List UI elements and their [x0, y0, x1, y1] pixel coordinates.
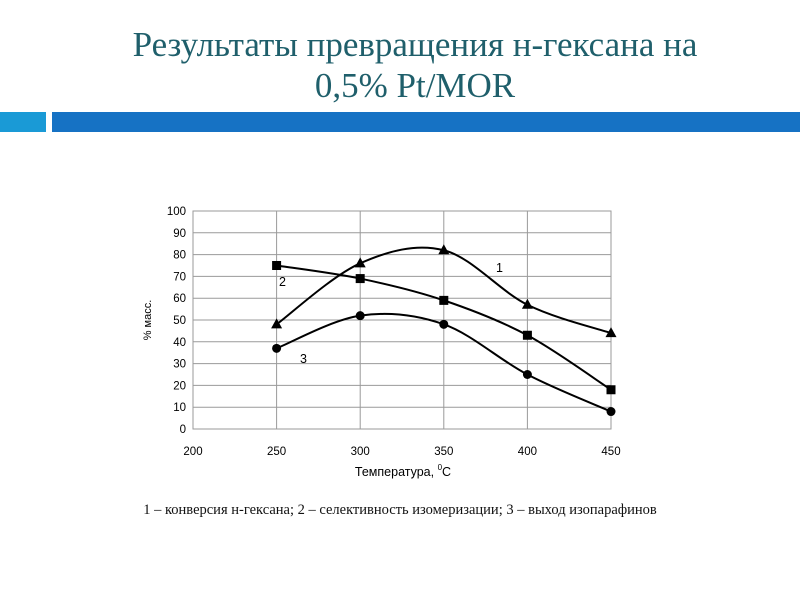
accent-bar-left: [0, 112, 46, 132]
y-tick-label: 80: [173, 250, 186, 262]
y-tick-label: 20: [173, 380, 186, 392]
chart-caption: 1 – конверсия н-гексана; 2 – селективнос…: [143, 502, 657, 518]
series-2-point: [439, 295, 449, 305]
series-3-point: [606, 407, 616, 417]
slide-title-line1: Результаты превращения н-гексана на: [132, 25, 698, 64]
x-tick-label: 450: [601, 446, 620, 458]
x-axis-label: Температура, 0C: [355, 463, 451, 479]
series-3-point: [355, 311, 365, 321]
y-tick-label: 90: [173, 228, 186, 240]
slide-title: Результаты превращения н-гексана на 0,5%…: [60, 24, 770, 106]
x-tick-label: 350: [434, 446, 453, 458]
series-3-point: [272, 343, 282, 353]
y-tick-label: 70: [173, 271, 186, 283]
x-tick-label: 300: [351, 446, 370, 458]
y-tick-label: 10: [173, 402, 186, 414]
y-tick-label: 50: [173, 315, 186, 327]
x-axis-label-unit: C: [442, 465, 451, 479]
series-2-point: [606, 385, 616, 395]
series-2-point: [272, 261, 282, 270]
x-axis-label-text: Температура,: [355, 465, 438, 479]
x-axis-label-sup: 0: [438, 463, 443, 472]
series-1-point: [271, 318, 283, 329]
y-tick-label: 100: [167, 206, 186, 218]
x-tick-label: 250: [267, 446, 286, 458]
series-3-point: [439, 319, 449, 329]
y-tick-label: 0: [180, 424, 186, 436]
x-tick-label: 200: [183, 446, 202, 458]
accent-bar-right: [52, 112, 800, 132]
series-2-point: [355, 274, 365, 284]
y-axis-label: % масс.: [142, 300, 154, 341]
series-1-point: [521, 298, 533, 309]
series-3-point: [522, 370, 532, 379]
series-1-point: [438, 244, 450, 255]
series-1-label: 1: [496, 261, 503, 275]
series-1-point: [354, 257, 366, 268]
series-2-point: [522, 330, 532, 340]
y-tick-label: 60: [173, 293, 186, 305]
y-tick-label: 30: [173, 359, 186, 371]
slide-title-line2: 0,5% Pt/MOR: [314, 66, 516, 105]
y-tick-label: 40: [173, 337, 186, 349]
series-2-label: 2: [279, 275, 286, 289]
series-3-label: 3: [300, 352, 307, 366]
series-1-point: [605, 327, 617, 338]
x-tick-label: 400: [518, 446, 537, 458]
